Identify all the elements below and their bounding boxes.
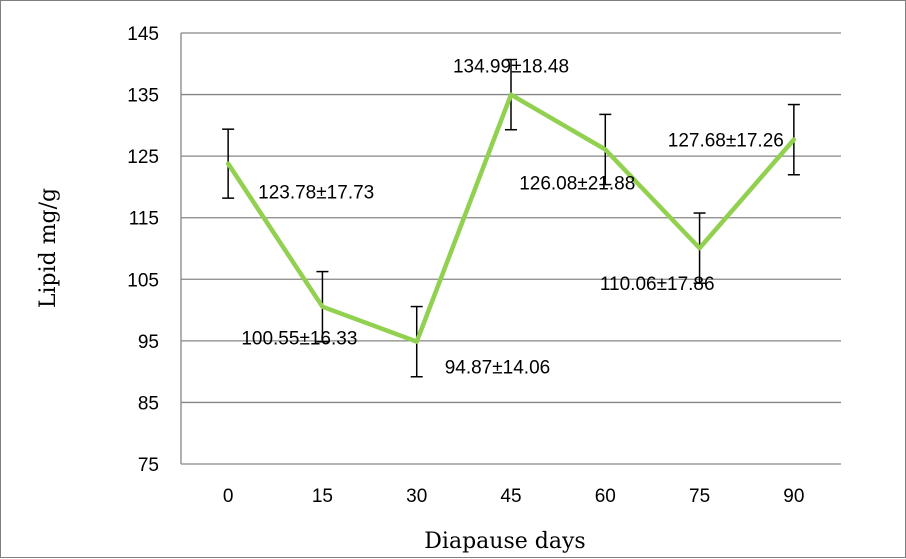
y-tick-label-145: 145 <box>127 24 159 45</box>
x-axis-ticks: 0 15 30 45 60 75 90 <box>223 486 805 507</box>
x-tick-label-0: 0 <box>223 486 234 507</box>
series-line-layer <box>225 92 797 344</box>
y-axis-title: Lipid mg/g <box>36 188 61 308</box>
y-tick-label-85: 85 <box>138 393 159 414</box>
y-tick-label-95: 95 <box>138 332 159 353</box>
x-tick-label-90: 90 <box>783 486 804 507</box>
data-label-15: 100.55±16.33 <box>241 329 357 350</box>
data-label-90: 127.68±17.26 <box>668 131 784 152</box>
series-line <box>225 92 797 344</box>
x-tick-label-60: 60 <box>595 486 616 507</box>
x-tick-label-75: 75 <box>689 486 710 507</box>
y-tick-label-115: 115 <box>129 209 159 230</box>
data-label-60: 126.08±21.88 <box>519 173 635 194</box>
data-labels: 123.78±17.73 100.55±16.33 94.87±14.06 134.9… <box>241 57 784 379</box>
data-label-30: 94.87±14.06 <box>445 358 551 379</box>
data-label-0: 123.78±17.73 <box>258 183 374 204</box>
data-label-45: 134.99±18.48 <box>453 57 569 78</box>
y-tick-label-75: 75 <box>138 455 159 476</box>
x-axis-title: Diapause days <box>424 529 585 554</box>
x-tick-label-30: 30 <box>406 486 427 507</box>
y-axis-ticks: 75 85 95 105 115 125 135 145 <box>127 24 159 476</box>
y-tick-label-135: 135 <box>127 86 159 107</box>
data-label-75: 110.06±17.86 <box>600 274 715 295</box>
y-tick-label-125: 125 <box>127 147 159 168</box>
y-tick-label-105: 105 <box>127 270 159 291</box>
gridlines <box>180 32 841 465</box>
x-tick-label-45: 45 <box>500 486 521 507</box>
x-tick-label-15: 15 <box>312 486 333 507</box>
